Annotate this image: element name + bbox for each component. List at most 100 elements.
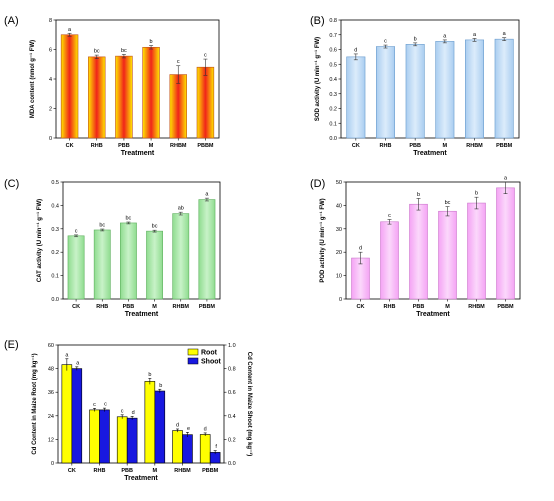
significance-letter: c bbox=[384, 39, 387, 45]
bar bbox=[435, 41, 455, 139]
significance-letter: a bbox=[68, 27, 72, 33]
plot-frame bbox=[62, 181, 221, 300]
bar bbox=[198, 199, 216, 300]
panel-b-sod-chart: 0.00.10.20.30.40.50.60.70.8CK RHB PBB M RHBM… bbox=[310, 15, 520, 157]
x-axis-label: Treatment bbox=[125, 311, 159, 318]
y-right-tick-label: 1.0 bbox=[228, 343, 236, 349]
root-bar bbox=[116, 416, 128, 464]
y-tick-label: 40 bbox=[336, 203, 342, 209]
y-axis-label: MDA content (nmol g⁻¹ FW) bbox=[29, 40, 36, 118]
bar bbox=[120, 222, 137, 300]
bar bbox=[380, 221, 399, 300]
panel-c-cat-chart: 0.00.10.20.30.40.5CK RHB PBB M RHBM PBBMTreat… bbox=[4, 178, 221, 318]
y-tick-label: 0.5 bbox=[51, 180, 59, 186]
x-tick-label: CK bbox=[357, 304, 365, 310]
bar bbox=[409, 203, 428, 300]
y-tick-label: 0 bbox=[339, 297, 342, 303]
significance-letter: b bbox=[150, 39, 153, 45]
y-tick-label: 4 bbox=[49, 77, 52, 83]
y-tick-label: 30 bbox=[336, 227, 342, 233]
significance-letter: a bbox=[473, 32, 477, 38]
y-tick-label: 0.0 bbox=[329, 136, 337, 142]
bar bbox=[346, 56, 366, 139]
y-tick-label: 36 bbox=[48, 390, 54, 396]
significance-letter: d bbox=[132, 410, 135, 416]
significance-letter: c bbox=[388, 213, 391, 219]
root-bar bbox=[144, 381, 156, 464]
x-tick-label: M bbox=[149, 143, 154, 149]
y-tick-label: 10 bbox=[336, 274, 342, 280]
significance-letter: bc bbox=[99, 223, 105, 229]
y-axis-label: Cd Content in Maize Root (mg kg⁻¹) bbox=[31, 353, 38, 454]
significance-letter: b bbox=[414, 36, 417, 42]
x-tick-label: RHBM bbox=[170, 143, 187, 149]
y-axis-label: POD activity (U min⁻¹ g⁻¹ FW) bbox=[319, 198, 326, 282]
x-tick-label: PBBM bbox=[202, 468, 219, 474]
y-tick-label: 20 bbox=[336, 250, 342, 256]
y-tick-label: 0.7 bbox=[329, 33, 337, 39]
significance-letter: b bbox=[417, 192, 420, 198]
bar bbox=[93, 229, 111, 300]
y-tick-label: 0.8 bbox=[329, 18, 337, 24]
x-axis-label: Treatment bbox=[416, 311, 450, 318]
panel-label: (D) bbox=[310, 178, 325, 190]
panel-label: (E) bbox=[4, 339, 19, 351]
y-tick-label: 0.3 bbox=[329, 92, 337, 98]
legend-label-root: Root bbox=[201, 350, 218, 357]
y-tick-label: 6 bbox=[49, 48, 52, 54]
y-tick-label: 0.5 bbox=[329, 62, 337, 68]
y-tick-label: 0.1 bbox=[329, 121, 337, 127]
significance-letter: c bbox=[104, 402, 107, 408]
shoot-bar bbox=[99, 409, 110, 464]
x-axis-label: Treatment bbox=[124, 475, 158, 482]
significance-letter: d bbox=[354, 47, 357, 53]
x-tick-label: M bbox=[443, 143, 448, 149]
x-tick-label: RHB bbox=[384, 304, 396, 310]
plot-frame bbox=[345, 181, 521, 300]
x-tick-label: PBBM bbox=[199, 304, 216, 310]
shoot-bar bbox=[154, 390, 166, 464]
root-bar bbox=[61, 364, 73, 464]
x-tick-label: RHBM bbox=[174, 468, 191, 474]
legend-label-shoot: Shoot bbox=[201, 359, 221, 366]
y-tick-label: 2 bbox=[49, 107, 52, 113]
significance-letter: bc bbox=[121, 48, 127, 54]
significance-letter: c bbox=[75, 228, 78, 234]
x-tick-label: RHB bbox=[91, 143, 103, 149]
y-tick-label: 0.4 bbox=[329, 77, 337, 83]
x-tick-label: PBB bbox=[409, 143, 421, 149]
y-tick-label: 0.2 bbox=[329, 107, 337, 113]
bar bbox=[142, 46, 160, 139]
significance-letter: e bbox=[187, 426, 190, 432]
significance-letter: bc bbox=[152, 224, 158, 230]
bar bbox=[496, 187, 515, 300]
bar bbox=[88, 56, 106, 139]
y-tick-label: 0.3 bbox=[51, 227, 59, 233]
y-tick-label: 0.0 bbox=[51, 297, 59, 303]
bar bbox=[467, 202, 486, 300]
y-tick-label: 0.4 bbox=[51, 203, 59, 209]
y-tick-label: 12 bbox=[48, 437, 54, 443]
significance-letter: b bbox=[475, 191, 478, 197]
panel-label: (A) bbox=[4, 15, 19, 27]
significance-letter: d bbox=[176, 422, 179, 428]
plot-frame bbox=[55, 19, 220, 139]
x-tick-label: RHBM bbox=[173, 304, 190, 310]
significance-letter: bc bbox=[126, 216, 132, 222]
x-tick-label: RHB bbox=[380, 143, 392, 149]
x-tick-label: PBBM bbox=[496, 143, 513, 149]
y-tick-label: 0 bbox=[49, 136, 52, 142]
significance-letter: d bbox=[359, 246, 362, 252]
x-tick-label: RHBM bbox=[466, 143, 483, 149]
x-tick-label: CK bbox=[66, 143, 74, 149]
x-tick-label: PBB bbox=[118, 143, 130, 149]
shoot-bar bbox=[71, 368, 83, 464]
significance-letter: b bbox=[159, 383, 162, 389]
bar bbox=[146, 230, 163, 300]
bar bbox=[494, 38, 514, 139]
y-right-tick-label: 0.0 bbox=[228, 461, 236, 467]
y-tick-label: 24 bbox=[48, 414, 54, 420]
y-right-tick-label: 0.4 bbox=[228, 414, 236, 420]
plot-frame bbox=[340, 19, 520, 139]
